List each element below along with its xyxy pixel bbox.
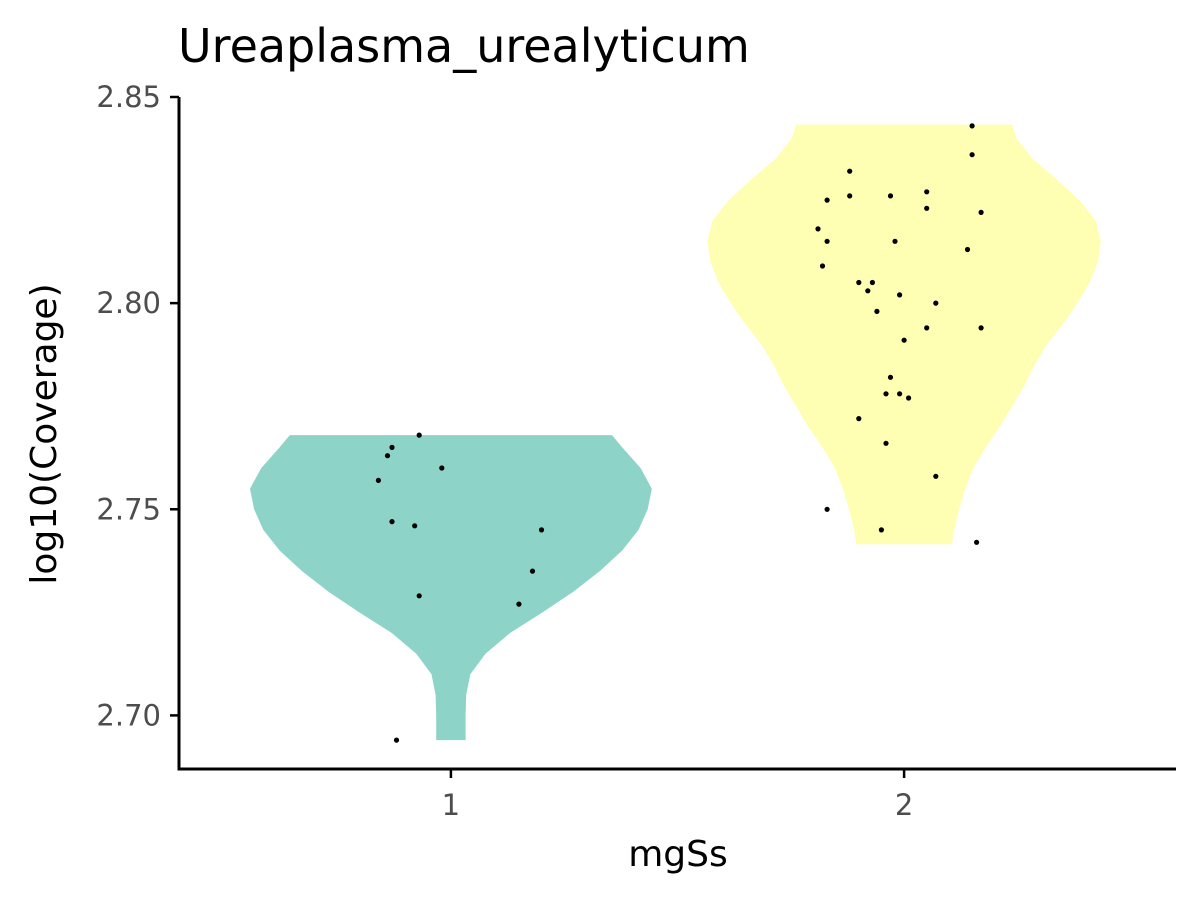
data-point-group-1 (538, 527, 545, 533)
points-layer (375, 123, 984, 743)
data-point-group-2 (969, 152, 975, 158)
data-point-group-2 (847, 193, 853, 199)
data-point-group-2 (901, 337, 907, 343)
data-point-group-2 (878, 527, 885, 533)
data-point-group-2 (978, 209, 984, 215)
data-point-group-2 (883, 440, 889, 446)
data-point-group-2 (978, 325, 984, 331)
data-point-group-2 (824, 506, 830, 512)
data-point-group-2 (933, 300, 939, 306)
data-point-group-1 (375, 477, 381, 483)
data-point-group-1 (416, 593, 422, 599)
y-axis-title: log10(Coverage) (24, 283, 65, 584)
x-tick-label: 2 (895, 788, 913, 822)
violins-layer (250, 124, 1101, 741)
data-point-group-2 (924, 325, 930, 331)
data-point-group-2 (892, 238, 898, 244)
data-point-group-2 (924, 189, 930, 195)
x-axis-title: mgSs (628, 834, 728, 875)
data-point-group-2 (964, 246, 971, 253)
data-point-group-1 (416, 432, 422, 438)
data-point-group-1 (393, 737, 400, 743)
data-point-group-1 (516, 601, 522, 607)
x-tick-label: 1 (442, 788, 460, 822)
data-point-group-2 (865, 288, 871, 294)
data-point-group-2 (856, 279, 862, 286)
data-point-group-2 (856, 416, 862, 422)
data-point-group-1 (529, 568, 536, 574)
data-point-group-1 (412, 523, 418, 529)
y-tick-label: 2.85 (96, 80, 161, 114)
y-tick-label: 2.75 (96, 492, 161, 526)
violin-group-1 (250, 435, 652, 741)
data-point-group-2 (874, 308, 880, 314)
data-point-group-2 (815, 226, 821, 232)
data-point-group-1 (389, 444, 395, 450)
data-point-group-1 (389, 519, 395, 525)
data-point-group-2 (824, 238, 830, 244)
data-point-group-2 (924, 205, 930, 211)
data-point-group-1 (384, 453, 391, 459)
data-point-group-2 (847, 168, 853, 174)
data-point-group-2 (897, 391, 903, 397)
data-point-group-2 (887, 193, 894, 199)
y-tick-label: 2.80 (96, 286, 161, 320)
data-point-group-2 (887, 374, 894, 380)
data-point-group-2 (974, 539, 980, 545)
data-point-group-2 (819, 263, 826, 269)
data-point-group-1 (439, 465, 445, 471)
y-tick-label: 2.70 (96, 698, 161, 732)
data-point-group-2 (897, 292, 903, 298)
data-point-group-2 (969, 123, 975, 129)
y-axis-ticks: 2.70 2.75 2.80 2.85 (96, 80, 179, 732)
chart-title: Ureaplasma_urealyticum (178, 19, 750, 73)
violin-group-2 (707, 124, 1101, 545)
data-point-group-2 (906, 395, 912, 401)
data-point-group-2 (824, 197, 830, 203)
data-point-group-2 (933, 473, 939, 479)
data-point-group-2 (869, 279, 876, 286)
data-point-group-2 (883, 391, 889, 397)
